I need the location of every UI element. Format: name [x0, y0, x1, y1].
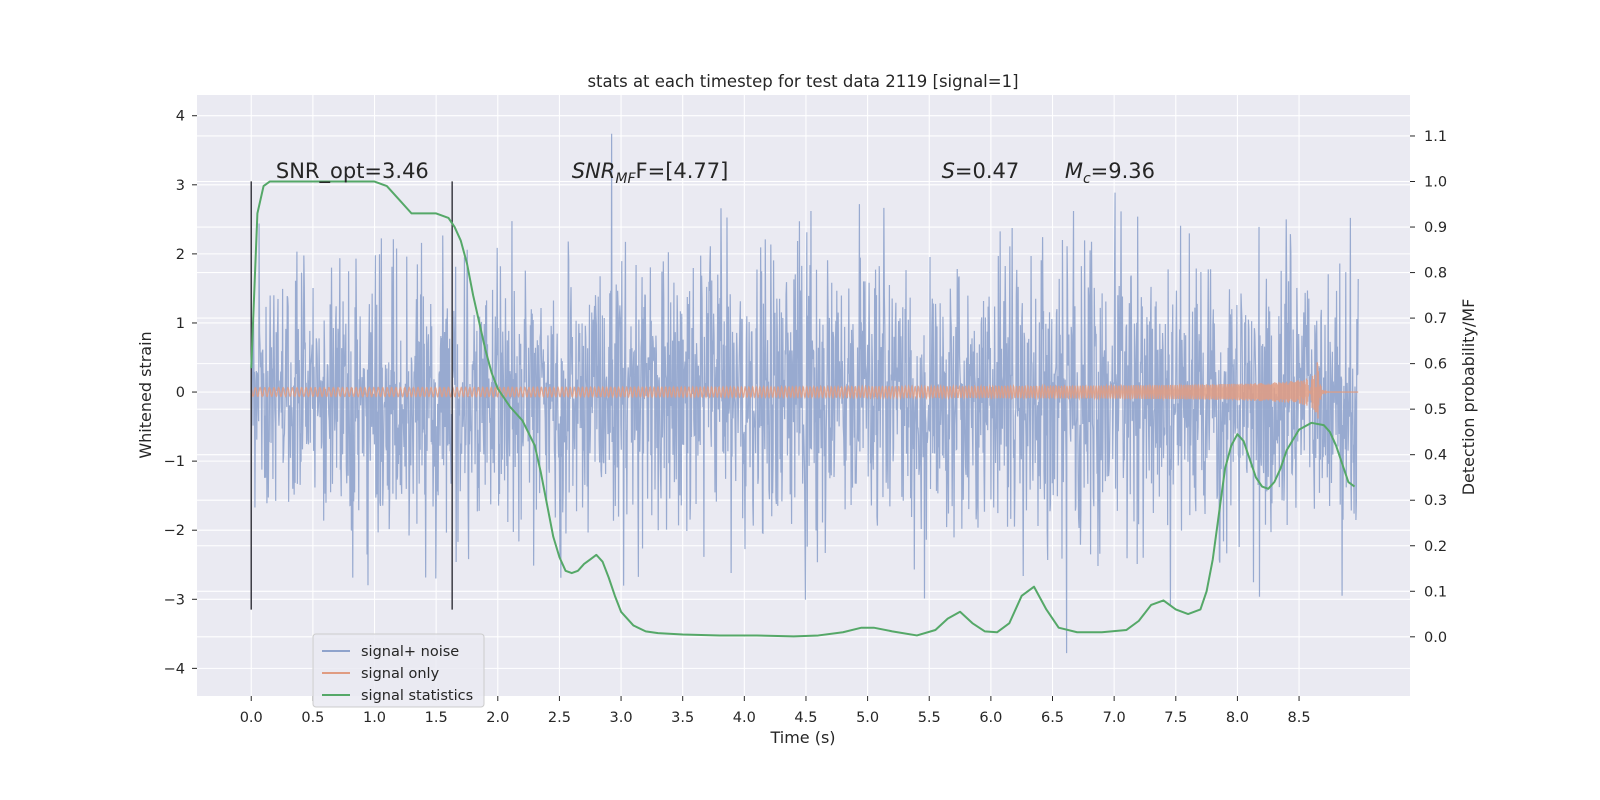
x-tick-label: 5.5	[918, 710, 941, 726]
y-right-tick-label: 0.8	[1424, 266, 1447, 282]
x-axis-label: Time (s)	[769, 728, 835, 747]
y-tick-label: −4	[164, 661, 185, 677]
y-right-tick-label: 1.1	[1424, 129, 1447, 145]
signal-only-series	[250, 362, 1359, 419]
y-axis-right-label: Detection probability/MF	[1459, 299, 1478, 496]
annotation-mc-symbol: M	[1065, 159, 1083, 183]
annotation-snr-mf: SNRMFF=[4.77]	[572, 159, 729, 187]
legend-label-signal-statistics: signal statistics	[361, 688, 473, 704]
signal-statistics-series	[250, 180, 1356, 638]
x-tick-label: 7.5	[1164, 710, 1187, 726]
y-tick-label: 0	[176, 385, 185, 401]
y-tick-label: 3	[176, 178, 185, 194]
signal-only-line	[250, 362, 1359, 419]
annotation-mc-subscript: c	[1083, 171, 1091, 187]
y-tick-label: −2	[164, 523, 185, 539]
legend-label-signal-only: signal only	[361, 666, 440, 682]
y-tick-label: 1	[176, 316, 185, 332]
y-axis-label: Whitened strain	[136, 331, 155, 458]
vertical-markers	[250, 181, 453, 610]
x-tick-label: 8.5	[1288, 710, 1311, 726]
annotation-s-value: =0.47	[955, 159, 1019, 183]
annotation-s-symbol: S	[942, 159, 955, 183]
annotation-mc-value: =9.36	[1091, 159, 1155, 183]
x-tick-label: 6.0	[979, 710, 1002, 726]
annotation-snr-mf-subscript: MF	[615, 171, 636, 187]
y-right-tick-label: 0.9	[1424, 220, 1447, 236]
x-tick-label: 0.0	[240, 710, 263, 726]
x-tick-label: 6.5	[1041, 710, 1064, 726]
legend-box	[312, 633, 485, 708]
x-tick-label: 3.5	[671, 710, 694, 726]
x-tick-label: 3.0	[610, 710, 633, 726]
annotation-mc: Mc=9.36	[1065, 159, 1155, 187]
chart-title: stats at each timestep for test data 211…	[587, 72, 1018, 91]
signal-plus-noise-series	[250, 133, 1359, 654]
y-right-tick-label: 0.2	[1424, 539, 1447, 555]
x-tick-label: 5.0	[856, 710, 879, 726]
annotation-s: S=0.47	[942, 159, 1020, 183]
x-tick-label: 8.0	[1226, 710, 1249, 726]
y-right-tick-label: 0.7	[1424, 311, 1447, 327]
x-tick-label: 2.5	[548, 710, 571, 726]
axis-ticks: 0.0 0.5 1.0 1.5 2.0 2.5 3.0 3.5 4.0 4.5 5.0 5.5 6.0 6…	[164, 109, 1447, 726]
y-right-tick-label: 1.0	[1424, 175, 1447, 191]
x-tick-label: 0.5	[301, 710, 324, 726]
y-right-tick-label: 0.4	[1424, 448, 1447, 464]
y-right-tick-label: 0.0	[1424, 630, 1447, 646]
y-right-tick-label: 0.3	[1424, 493, 1447, 509]
y-right-tick-label: 0.1	[1424, 584, 1447, 600]
x-tick-label: 1.0	[363, 710, 386, 726]
signal-statistics-line	[250, 180, 1356, 638]
y-tick-label: 2	[176, 247, 185, 263]
y-right-tick-label: 0.5	[1424, 402, 1447, 418]
x-tick-label: 4.0	[733, 710, 756, 726]
y-tick-label: 4	[176, 109, 185, 125]
legend-label-signal-noise: signal+ noise	[361, 644, 459, 660]
y-tick-label: −1	[164, 454, 185, 470]
x-tick-label: 4.5	[794, 710, 817, 726]
y-right-tick-label: 0.6	[1424, 357, 1447, 373]
y-tick-label: −3	[164, 592, 185, 608]
annotation-snr-mf-symbol: SNR	[572, 159, 616, 183]
annotation-snr-mf-value: F=[4.77]	[636, 159, 729, 183]
legend: signal+ noise signal only signal statist…	[312, 633, 485, 708]
annotation-snr-opt: SNR_opt=3.46	[276, 159, 429, 184]
signal-plus-noise-line	[250, 133, 1359, 654]
x-tick-label: 2.0	[486, 710, 509, 726]
x-tick-label: 1.5	[425, 710, 448, 726]
x-tick-label: 7.0	[1103, 710, 1126, 726]
